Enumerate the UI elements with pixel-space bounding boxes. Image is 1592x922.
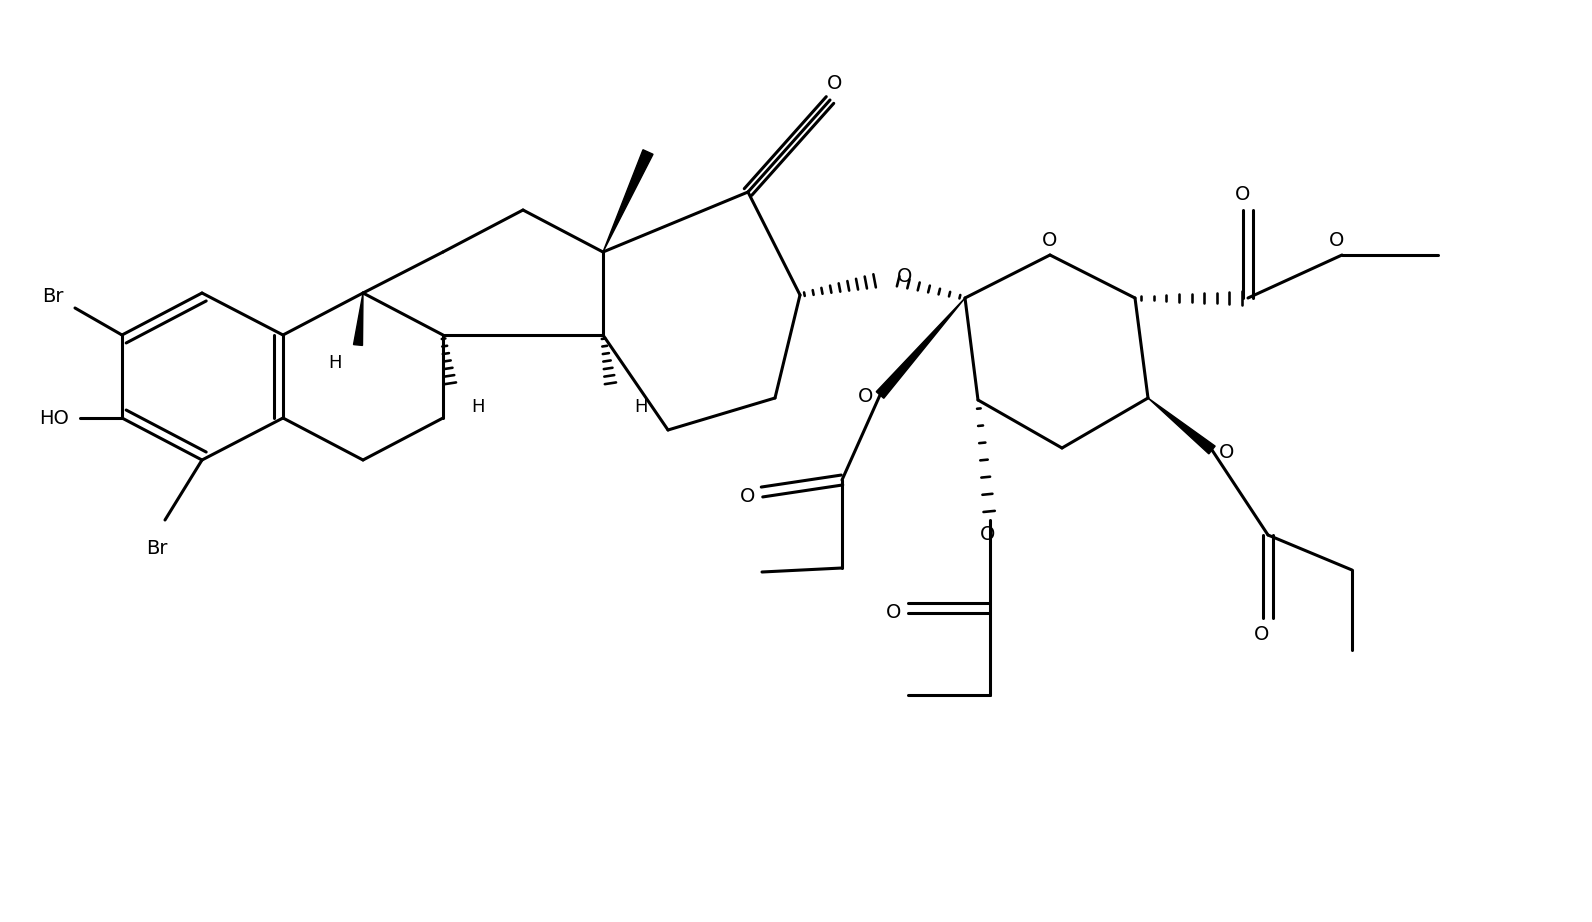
- Text: O: O: [740, 487, 756, 505]
- Text: O: O: [981, 525, 995, 543]
- Text: HO: HO: [40, 408, 68, 428]
- Text: O: O: [1043, 231, 1057, 251]
- Text: O: O: [1235, 185, 1251, 205]
- Text: O: O: [828, 75, 842, 93]
- Polygon shape: [353, 293, 363, 346]
- Text: O: O: [1219, 443, 1235, 462]
- Text: Br: Br: [43, 287, 64, 305]
- Text: Br: Br: [146, 538, 167, 558]
- Text: H: H: [634, 398, 648, 416]
- Text: O: O: [858, 387, 874, 407]
- Text: O: O: [898, 266, 912, 286]
- Text: O: O: [1254, 624, 1270, 644]
- Text: O: O: [1329, 230, 1345, 250]
- Text: H: H: [328, 354, 342, 372]
- Text: O: O: [887, 602, 901, 621]
- Text: H: H: [471, 398, 484, 416]
- Polygon shape: [876, 298, 965, 398]
- Polygon shape: [603, 149, 653, 252]
- Polygon shape: [1148, 398, 1215, 454]
